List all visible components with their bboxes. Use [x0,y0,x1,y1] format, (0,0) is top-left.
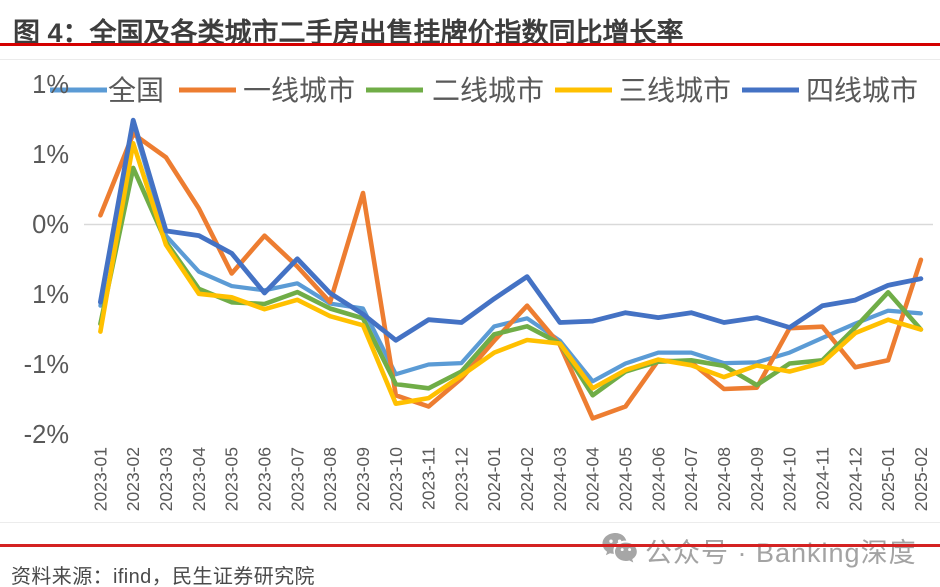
svg-text:2024-05: 2024-05 [616,447,636,511]
svg-text:2023-10: 2023-10 [386,447,406,511]
svg-text:1%: 1% [32,71,69,99]
svg-text:2023-07: 2023-07 [287,447,307,511]
svg-text:四线城市: 四线城市 [806,75,918,106]
svg-text:2023-09: 2023-09 [353,447,373,511]
svg-text:2024-08: 2024-08 [714,447,734,511]
svg-text:一线城市: 一线城市 [243,75,355,106]
svg-text:2024-09: 2024-09 [747,447,767,511]
svg-text:2023-01: 2023-01 [90,447,110,511]
svg-text:2024-03: 2024-03 [550,447,570,511]
svg-text:2024-10: 2024-10 [780,447,800,511]
svg-text:-1%: -1% [24,351,69,379]
svg-text:1%: 1% [32,281,69,309]
svg-text:二线城市: 二线城市 [432,75,544,106]
svg-text:2024-06: 2024-06 [648,447,668,511]
svg-text:2024-02: 2024-02 [517,447,537,511]
svg-text:全国: 全国 [108,75,164,106]
svg-text:2023-11: 2023-11 [419,447,439,510]
svg-text:2025-01: 2025-01 [878,447,898,511]
svg-text:2023-04: 2023-04 [189,447,209,511]
svg-text:2023-06: 2023-06 [255,447,275,511]
svg-text:2025-02: 2025-02 [911,447,931,511]
svg-text:2024-04: 2024-04 [583,447,603,511]
svg-text:2023-12: 2023-12 [451,447,471,511]
svg-text:2024-11: 2024-11 [812,447,832,510]
svg-text:2023-03: 2023-03 [156,447,176,511]
svg-text:2024-01: 2024-01 [484,447,504,511]
svg-text:-2%: -2% [24,421,69,449]
svg-text:2023-08: 2023-08 [320,447,340,511]
svg-text:三线城市: 三线城市 [619,75,731,106]
svg-text:2023-05: 2023-05 [222,447,242,511]
svg-text:1%: 1% [32,141,69,169]
svg-text:2024-12: 2024-12 [845,447,865,511]
svg-text:2024-07: 2024-07 [681,447,701,511]
svg-text:0%: 0% [32,211,69,239]
svg-text:2023-02: 2023-02 [123,447,143,511]
